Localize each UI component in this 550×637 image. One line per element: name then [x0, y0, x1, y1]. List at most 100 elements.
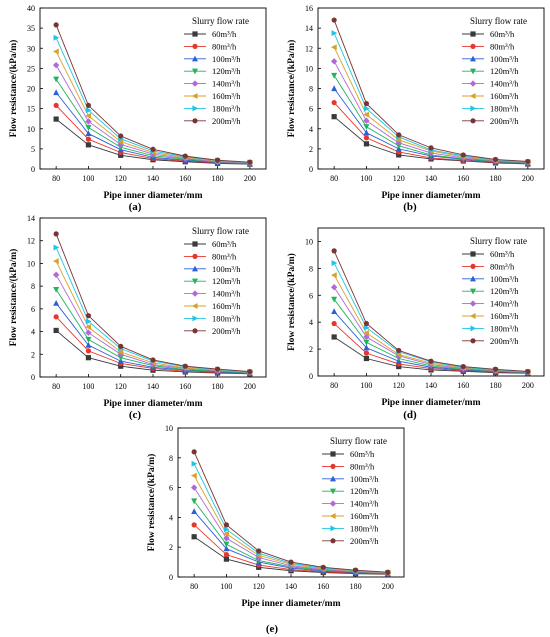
legend-title: Slurry flow rate — [192, 16, 249, 26]
data-point — [363, 339, 370, 346]
data-point — [428, 145, 434, 151]
data-point — [320, 564, 326, 570]
x-tick-label: 120 — [393, 381, 405, 390]
data-point — [85, 102, 92, 109]
data-point — [190, 472, 197, 479]
legend-entry: 80m³/h — [212, 251, 237, 261]
data-point — [214, 366, 221, 372]
data-point — [363, 350, 370, 356]
legend-entry: 100m³/h — [350, 474, 379, 484]
legend-entry: 160m³/h — [212, 301, 241, 311]
data-point — [223, 522, 230, 528]
y-tick-label: 6 — [31, 305, 35, 314]
data-point — [396, 363, 402, 370]
x-tick-label: 140 — [425, 381, 437, 390]
panel-label: (b) — [403, 201, 417, 213]
x-tick-label: 180 — [490, 174, 502, 183]
data-point — [85, 348, 92, 354]
y-tick-label: 35 — [27, 24, 35, 33]
y-tick-label: 6 — [309, 291, 313, 300]
y-tick-label: 4 — [309, 318, 313, 327]
legend-entry: 160m³/h — [212, 91, 241, 101]
x-tick-label: 140 — [147, 382, 159, 391]
legend-entry: 140m³/h — [212, 79, 241, 89]
x-tick-label: 160 — [457, 174, 469, 183]
panel-label: (c) — [129, 409, 142, 421]
x-tick-label: 80 — [330, 174, 338, 183]
legend-entry: 60m³/h — [490, 249, 515, 259]
chart-panel-a: 0 5 10 15 20 25 30 35 40 80 100 120 140 160 180 200 Pipe… — [8, 4, 267, 213]
data-point — [396, 132, 402, 138]
x-axis-label: Pipe inner diameter/mm — [241, 599, 340, 609]
y-tick-label: 4 — [31, 328, 35, 337]
legend-title: Slurry flow rate — [470, 16, 527, 26]
x-tick-label: 180 — [490, 381, 502, 390]
legend-swatch-marker — [191, 303, 198, 309]
legend-entry: 100m³/h — [490, 274, 519, 284]
legend-swatch-marker — [192, 253, 198, 259]
legend-entry: 180m³/h — [490, 323, 519, 333]
y-tick-label: 14 — [305, 24, 313, 33]
data-point — [223, 545, 230, 552]
data-point — [182, 153, 188, 159]
data-point — [53, 102, 59, 109]
legend-title: Slurry flow rate — [330, 436, 387, 446]
data-point — [85, 118, 92, 125]
x-tick-label: 120 — [393, 174, 405, 183]
y-tick-label: 5 — [31, 145, 35, 154]
data-point — [492, 156, 499, 163]
data-point — [53, 89, 60, 96]
x-tick-label: 100 — [220, 582, 232, 591]
y-tick-label: 2 — [309, 145, 313, 154]
data-point — [53, 34, 60, 41]
data-point — [223, 541, 230, 548]
data-point — [117, 355, 124, 361]
x-tick-label: 80 — [190, 582, 198, 591]
data-point — [363, 111, 370, 118]
legend-entry: 100m³/h — [212, 54, 241, 64]
data-point — [223, 535, 230, 542]
data-point — [525, 368, 531, 375]
legend-entry: 200m³/h — [490, 336, 519, 346]
x-tick-label: 140 — [285, 582, 297, 591]
x-axis-label: Pipe inner diameter/mm — [103, 191, 202, 201]
data-point — [331, 320, 337, 327]
data-point — [85, 107, 92, 114]
data-point — [53, 76, 60, 83]
y-tick-label: 40 — [27, 4, 35, 13]
legend-entry: 120m³/h — [490, 286, 519, 296]
data-point — [363, 320, 370, 327]
y-tick-label: 0 — [31, 373, 35, 382]
legend-entry: 140m³/h — [490, 79, 519, 89]
data-point — [214, 157, 221, 163]
y-tick-label: 8 — [169, 454, 173, 463]
data-point — [331, 259, 338, 266]
data-point — [363, 124, 370, 130]
data-point — [191, 534, 197, 540]
y-tick-label: 8 — [309, 85, 313, 94]
data-point — [331, 30, 338, 37]
data-point — [85, 355, 92, 361]
data-point — [331, 248, 337, 254]
legend-entry: 160m³/h — [490, 91, 519, 101]
legend-swatch-marker — [470, 43, 476, 50]
data-point — [52, 271, 60, 278]
data-point — [223, 556, 230, 562]
data-point — [395, 351, 402, 358]
legend-entry: 100m³/h — [212, 264, 241, 274]
data-point — [53, 22, 59, 28]
data-point — [150, 146, 156, 152]
x-tick-label: 140 — [425, 174, 437, 183]
legend-entry: 120m³/h — [212, 276, 241, 286]
y-tick-label: 16 — [305, 4, 313, 13]
data-point — [428, 358, 434, 364]
y-axis-label: Flow resistance/(kPa/m) — [286, 40, 297, 138]
data-point — [385, 569, 391, 575]
data-point — [255, 558, 262, 564]
legend-entry: 80m³/h — [490, 41, 515, 51]
x-tick-label: 140 — [147, 174, 159, 183]
x-tick-label: 100 — [360, 381, 372, 390]
data-point — [330, 284, 338, 291]
legend-entry: 140m³/h — [212, 289, 241, 299]
legend-entry: 100m³/h — [490, 54, 519, 64]
